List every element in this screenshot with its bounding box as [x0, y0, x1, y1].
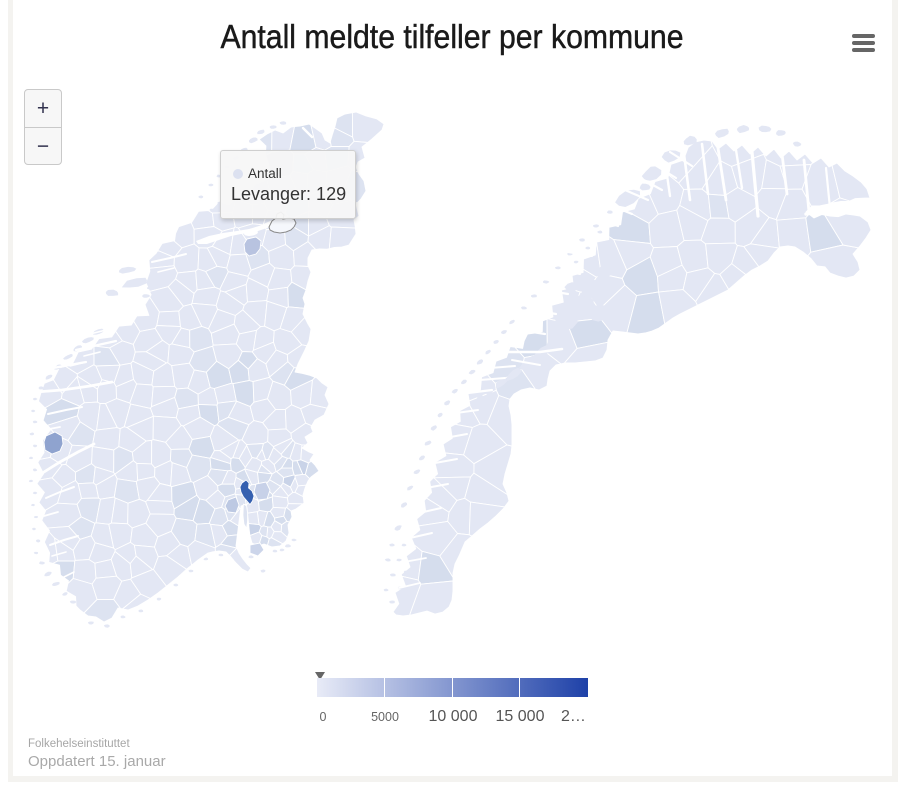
svg-text:Antall meldte tilfeller per ko: Antall meldte tilfeller per kommune [221, 18, 684, 55]
